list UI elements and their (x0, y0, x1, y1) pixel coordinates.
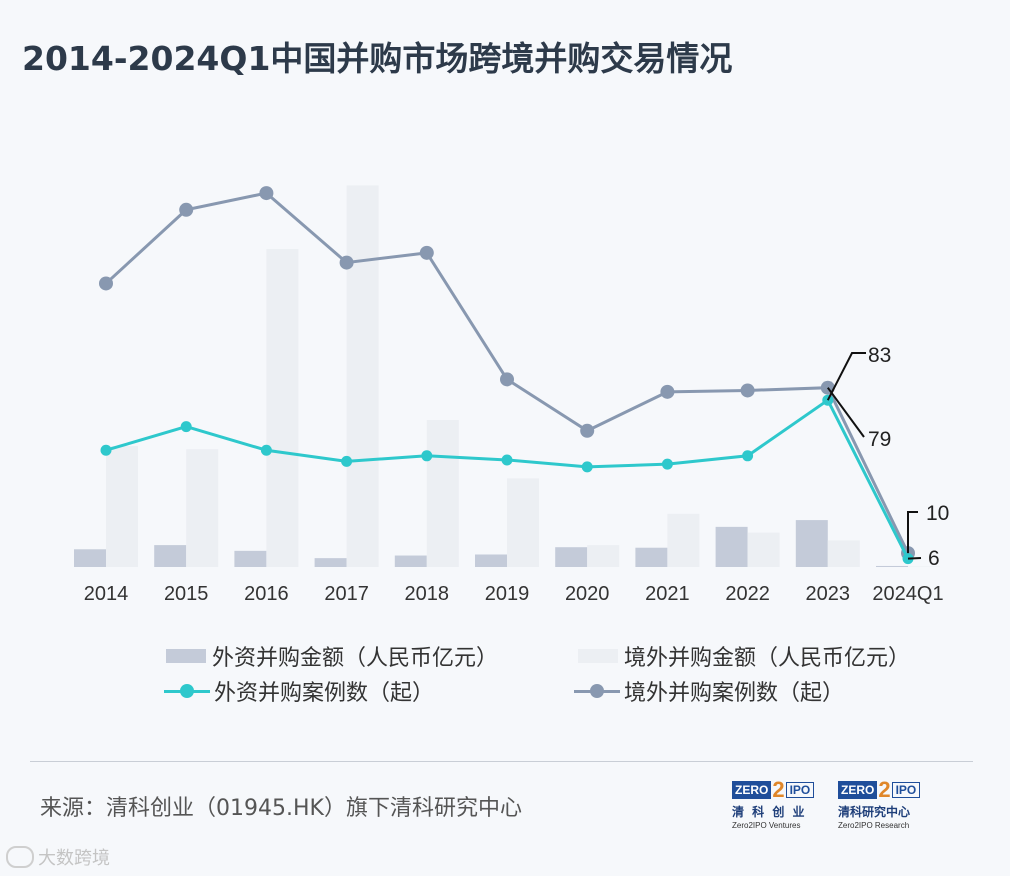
x-tick-label-2018: 2018 (405, 583, 450, 605)
x-tick-label-2016: 2016 (244, 583, 289, 605)
x-tick-label-2015: 2015 (164, 583, 209, 605)
point-foreign-capital-cases-2018 (421, 450, 433, 462)
zero2ipo-ventures-logo: ZERO 2 IPO 清 科 创 业 Zero2IPO Ventures (732, 779, 824, 834)
bar-overseas-amount-2017 (346, 185, 379, 567)
bar-foreign-capital-amount-2022 (715, 526, 748, 567)
point-foreign-capital-cases-2020 (581, 461, 593, 473)
watermark-text: 大数跨境 (38, 848, 110, 869)
annotation-leader-83 (826, 352, 866, 401)
bar-foreign-capital-amount-2021 (635, 547, 668, 567)
annotation-label-83: 83 (868, 344, 891, 367)
x-tick-label-2020: 2020 (565, 583, 610, 605)
x-tick-label-2023: 2023 (806, 583, 851, 605)
point-foreign-capital-cases-2016 (260, 444, 272, 456)
x-tick-label-2022: 2022 (725, 583, 770, 605)
bar-foreign-capital-amount-2023 (795, 520, 828, 567)
point-overseas-cases-2014 (99, 276, 113, 291)
divider (30, 761, 973, 762)
point-overseas-cases-2016 (259, 186, 274, 201)
point-foreign-capital-cases-2021 (661, 458, 673, 470)
point-foreign-capital-cases-2015 (180, 421, 192, 433)
point-overseas-cases-2022 (740, 383, 755, 398)
point-foreign-capital-cases-2014 (100, 444, 112, 456)
point-overseas-cases-2015 (179, 202, 194, 217)
bar-overseas-amount-2024Q1 (908, 566, 940, 567)
watermark: 大数跨境 (6, 844, 110, 870)
source-note: 来源：清科创业（01945.HK）旗下清科研究中心 (40, 796, 522, 821)
bar-foreign-capital-amount-2015 (154, 545, 187, 567)
annotation-label-79: 79 (868, 428, 891, 451)
x-tick-label-2024Q1: 2024Q1 (872, 583, 943, 605)
bar-foreign-capital-amount-2014 (74, 549, 106, 567)
bar-foreign-capital-amount-2024Q1 (876, 565, 908, 567)
point-overseas-cases-2019 (500, 372, 514, 387)
annotation-leader-10 (907, 511, 918, 554)
annotation-leader-79 (826, 387, 865, 438)
bar-overseas-amount-2015 (186, 449, 219, 567)
bar-foreign-capital-amount-2017 (314, 558, 347, 567)
bar-overseas-amount-2020 (587, 545, 620, 567)
point-foreign-capital-cases-2019 (501, 454, 513, 466)
bar-foreign-capital-amount-2016 (234, 550, 267, 567)
x-tick-label-2021: 2021 (645, 583, 690, 605)
bar-foreign-capital-amount-2018 (394, 555, 427, 567)
annotation-label-10: 10 (926, 502, 949, 525)
bar-overseas-amount-2021 (667, 513, 700, 567)
point-foreign-capital-cases-2017 (341, 455, 353, 467)
bar-overseas-amount-2016 (266, 249, 299, 567)
point-overseas-cases-2021 (660, 384, 675, 399)
point-foreign-capital-cases-2022 (742, 450, 754, 462)
point-overseas-cases-2018 (419, 245, 434, 260)
x-tick-label-2014: 2014 (84, 583, 129, 605)
bar-foreign-capital-amount-2020 (555, 547, 588, 567)
bar-overseas-amount-2023 (827, 540, 860, 567)
annotation-leader-6 (907, 557, 922, 560)
bar-foreign-capital-amount-2019 (475, 554, 507, 567)
chart-title: 2014-2024Q1中国并购市场跨境并购交易情况 (22, 39, 733, 78)
bar-overseas-amount-2018 (426, 420, 459, 567)
x-tick-label-2017: 2017 (324, 583, 369, 605)
point-overseas-cases-2020 (580, 423, 595, 438)
watermark-icon (6, 846, 34, 868)
zero2ipo-research-logo: ZERO 2 IPO 清科研究中心 Zero2IPO Research (838, 779, 930, 834)
bar-overseas-amount-2014 (106, 446, 138, 567)
bar-overseas-amount-2022 (747, 532, 780, 567)
annotation-label-6: 6 (928, 547, 940, 570)
point-overseas-cases-2017 (339, 255, 354, 270)
x-tick-label-2019: 2019 (485, 583, 530, 605)
bar-overseas-amount-2019 (507, 478, 539, 567)
